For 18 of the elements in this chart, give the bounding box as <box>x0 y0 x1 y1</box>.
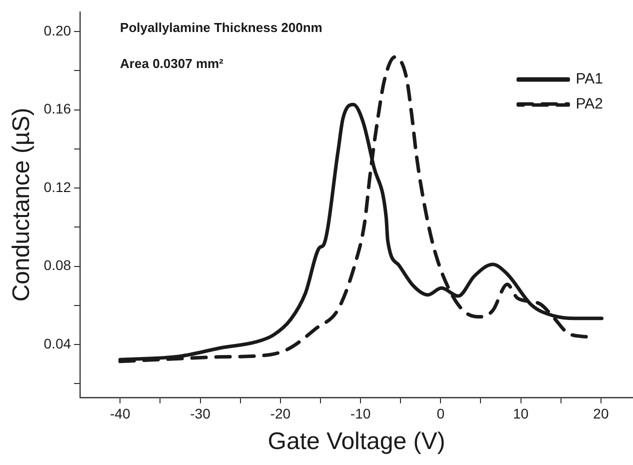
x-tick-label: -10 <box>350 406 371 422</box>
y-tick-label: 0.20 <box>44 22 72 38</box>
y-tick-label: 0.12 <box>44 178 72 195</box>
x-tick-label: 10 <box>513 406 529 422</box>
y-tick-label: 0.04 <box>44 335 72 352</box>
y-tick-label: 0.16 <box>44 100 72 117</box>
y-axis-title: Conductance (µS) <box>8 108 36 302</box>
x-tick-label: -20 <box>270 406 291 422</box>
x-tick-label: -30 <box>190 406 211 422</box>
x-axis-title: Gate Voltage (V) <box>268 428 446 456</box>
x-tick-label: -40 <box>110 406 130 422</box>
legend-label: PA2 <box>576 96 604 113</box>
annotation: Polyallylamine Thickness 200nm <box>120 20 322 36</box>
annotation: Area 0.0307 mm² <box>120 56 224 72</box>
y-tick-label: 0.08 <box>44 257 72 274</box>
x-tick-label: 20 <box>593 406 609 422</box>
legend-label: PA1 <box>576 70 604 88</box>
x-tick-label: 0 <box>436 406 445 422</box>
